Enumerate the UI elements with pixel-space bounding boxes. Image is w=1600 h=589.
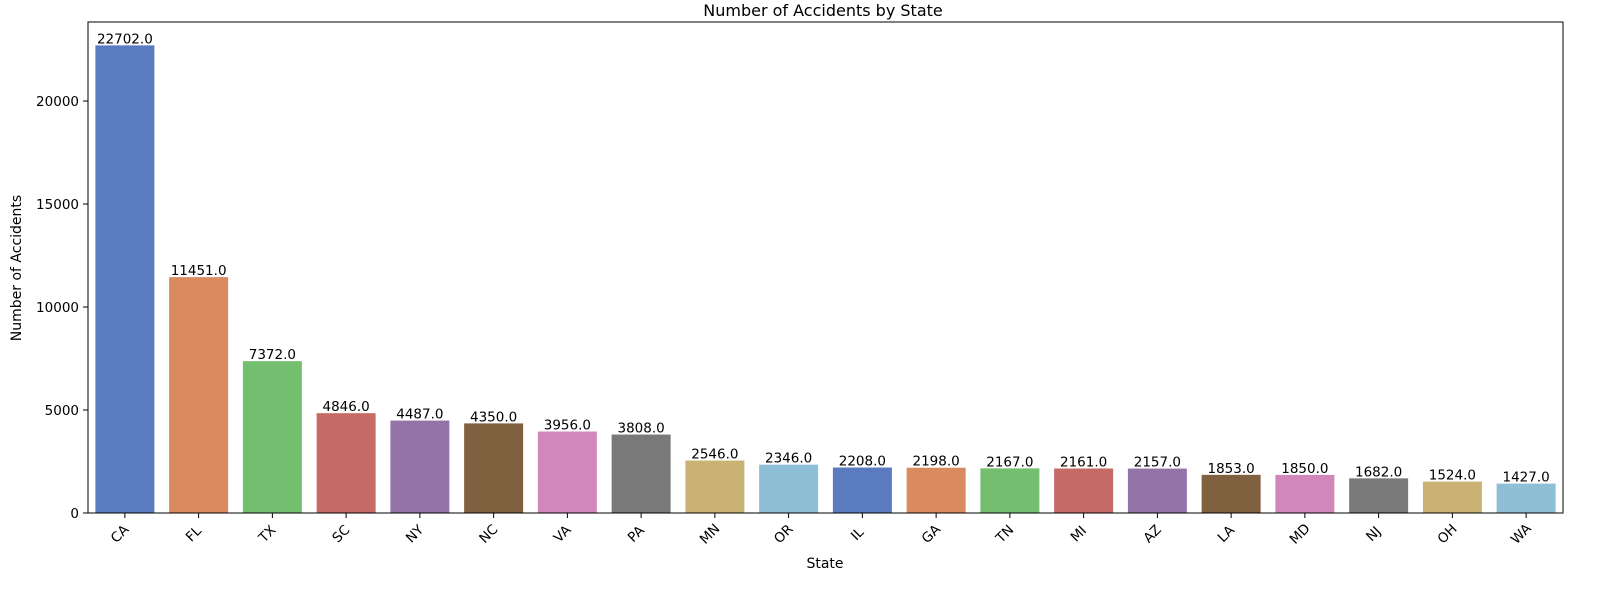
- bars-group: [95, 45, 1556, 513]
- x-tick-label-mi: MI: [1068, 523, 1090, 545]
- plot-frame: [87, 21, 1564, 514]
- bar-tx: [242, 361, 302, 513]
- data-label-or: 2346.0: [765, 451, 812, 467]
- x-tick-label-ca: CA: [108, 521, 133, 546]
- y-tick-label-0: 0: [70, 506, 79, 522]
- bar-sc: [316, 413, 376, 513]
- data-label-nc: 4350.0: [470, 409, 517, 425]
- x-tick-label-va: VA: [551, 522, 575, 546]
- y-tick-label-20000: 20000: [36, 94, 79, 110]
- x-tick-label-fl: FL: [183, 523, 205, 545]
- x-tick-label-ny: NY: [403, 522, 428, 547]
- bar-va: [537, 431, 597, 513]
- data-label-pa: 3808.0: [618, 421, 665, 437]
- data-label-mi: 2161.0: [1060, 454, 1107, 470]
- x-tick-label-or: OR: [771, 521, 796, 546]
- data-label-az: 2157.0: [1134, 455, 1181, 471]
- data-label-va: 3956.0: [544, 418, 591, 434]
- data-label-oh: 1524.0: [1429, 468, 1476, 484]
- data-label-wa: 1427.0: [1503, 470, 1550, 486]
- data-label-mn: 2546.0: [691, 447, 738, 463]
- x-tick-label-md: MD: [1287, 521, 1314, 548]
- x-axis-label: State: [806, 556, 843, 572]
- bar-pa: [611, 434, 671, 513]
- bar-mn: [685, 460, 745, 513]
- x-tick-label-ga: GA: [919, 521, 945, 547]
- data-label-md: 1850.0: [1281, 461, 1328, 477]
- x-axis: CA FL TX SC NY NC VA PA MN OR IL GA TN MI AZ LA MD NJ OH WA: [108, 513, 1535, 548]
- bar-ga: [906, 467, 966, 513]
- y-tick-label-5000: 5000: [45, 403, 79, 419]
- x-tick-label-tx: TX: [255, 522, 279, 546]
- y-axis: 0 5000 10000 15000 20000: [36, 94, 88, 522]
- bar-nj: [1349, 478, 1409, 513]
- bar-ca: [95, 45, 155, 513]
- data-label-nj: 1682.0: [1355, 464, 1402, 480]
- data-label-tx: 7372.0: [249, 347, 296, 363]
- bar-il: [832, 467, 892, 513]
- data-labels-group: 22702.0 11451.0 7372.0 4846.0 4487.0 4350.0 39…: [97, 31, 1550, 485]
- bar-or: [759, 464, 819, 513]
- data-label-tn: 2167.0: [986, 454, 1033, 470]
- x-tick-label-nc: NC: [476, 522, 501, 547]
- data-label-fl: 11451.0: [171, 263, 227, 279]
- bar-fl: [169, 277, 229, 513]
- bar-md: [1275, 474, 1335, 513]
- x-tick-label-wa: WA: [1508, 520, 1535, 547]
- data-label-il: 2208.0: [839, 454, 886, 470]
- data-label-la: 1853.0: [1208, 461, 1255, 477]
- bar-az: [1127, 468, 1187, 513]
- x-tick-label-la: LA: [1215, 522, 1239, 546]
- x-tick-label-sc: SC: [329, 522, 353, 546]
- y-tick-label-10000: 10000: [36, 300, 79, 316]
- x-tick-label-il: IL: [848, 524, 868, 544]
- bar-oh: [1422, 481, 1482, 513]
- y-axis-label: Number of Accidents: [9, 195, 25, 341]
- bar-la: [1201, 474, 1261, 513]
- data-label-sc: 4846.0: [323, 399, 370, 415]
- x-tick-label-mn: MN: [697, 521, 724, 548]
- data-label-ca: 22702.0: [97, 31, 153, 47]
- bar-wa: [1496, 483, 1556, 513]
- x-tick-label-pa: PA: [625, 522, 649, 546]
- data-label-ny: 4487.0: [396, 407, 443, 423]
- chart-title: Number of Accidents by State: [703, 1, 942, 20]
- x-tick-label-oh: OH: [1435, 521, 1461, 547]
- bar-tn: [980, 468, 1040, 513]
- x-tick-label-az: AZ: [1140, 522, 1164, 546]
- x-tick-label-nj: NJ: [1363, 524, 1384, 545]
- bar-ny: [390, 420, 450, 513]
- y-tick-label-15000: 15000: [36, 197, 79, 213]
- bar-nc: [464, 423, 524, 513]
- bar-mi: [1054, 468, 1114, 513]
- data-label-ga: 2198.0: [913, 454, 960, 470]
- x-tick-label-tn: TN: [992, 522, 1017, 547]
